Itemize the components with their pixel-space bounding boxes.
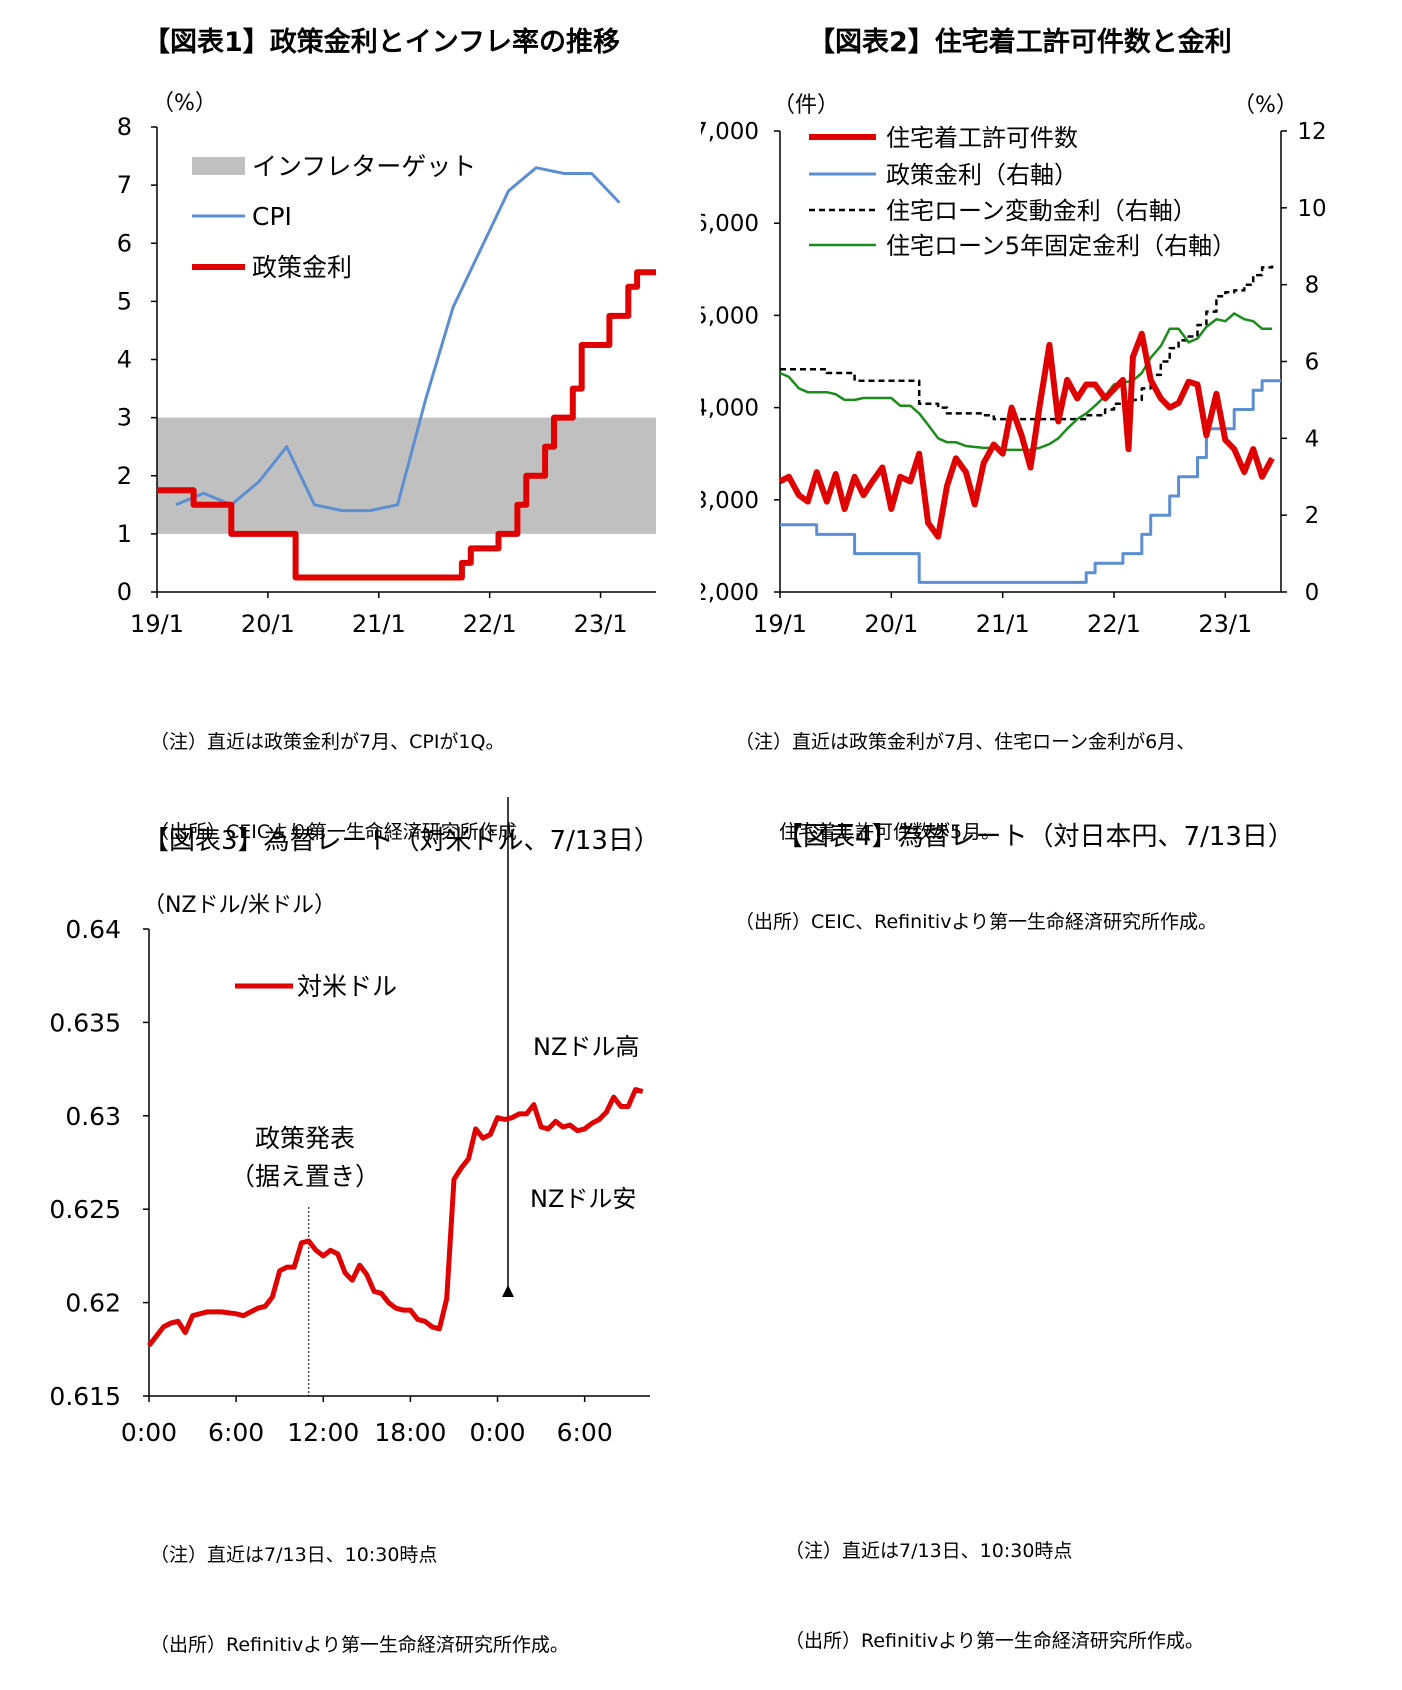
y-tick-label: 0.62	[65, 1289, 121, 1318]
y-tick-label: 4	[117, 346, 132, 374]
y-right-tick-label: 2	[1305, 503, 1320, 529]
series-line	[780, 379, 1281, 584]
legend-label: 政策金利	[252, 253, 352, 282]
chart4-note-line: （注）直近は7/13日、10:30時点	[785, 1540, 1073, 1562]
chart3-title: 【図表3】為替レート（対米ドル、7/13日）	[143, 826, 660, 856]
chart1-title: 【図表1】政策金利とインフレ率の推移	[143, 27, 620, 58]
y-unit-label: （NZドル/米ドル）	[143, 893, 336, 918]
chart1-source-line: （出所）CEICより第一生命経済研究所作成	[150, 821, 517, 843]
x-tick-label: 23/1	[1198, 610, 1252, 638]
chart1-policy-rate-inflation: 0 1 2 3 4 5 6 7 8 19/1 20/1 21/1 22/1 23/1 （%） インフレターゲッ…	[117, 91, 656, 638]
y-left-tick-label: 6,000	[701, 211, 759, 237]
y-tick-label: 0.615	[49, 1382, 121, 1411]
x-tick-label: 19/1	[130, 610, 184, 638]
y-tick-label: 5	[117, 287, 132, 315]
y-tick-label: 0.64	[65, 915, 121, 944]
y-tick-label: 2	[117, 462, 132, 490]
x-tick-label: 0:00	[121, 1418, 177, 1447]
y-right-tick-label: 8	[1305, 273, 1320, 299]
legend-label: インフレターゲット	[252, 152, 476, 181]
x-tick-label: 21/1	[976, 610, 1030, 638]
x-tick-label: 20/1	[241, 610, 295, 638]
y-right-tick-label: 10	[1297, 196, 1326, 222]
chart3-note-line: （注）直近は7/13日、10:30時点	[150, 1544, 438, 1566]
y-tick-label: 0	[117, 578, 132, 606]
x-tick-label: 6:00	[208, 1418, 264, 1447]
legend-label: 住宅ローン5年固定金利（右軸）	[886, 232, 1236, 260]
y-left-tick-label: 2,000	[701, 580, 759, 606]
event-label: 政策発表	[255, 1124, 355, 1153]
legend-label: 政策金利（右軸）	[886, 161, 1078, 189]
y-left-unit-label: （件）	[773, 93, 839, 118]
y-left-tick-label: 7,000	[701, 119, 759, 145]
x-tick-label: 18:00	[374, 1418, 446, 1447]
y-right-unit-label: （%）	[1233, 93, 1298, 118]
x-tick-label: 22/1	[463, 610, 517, 638]
x-tick-label: 19/1	[753, 610, 807, 638]
legend-label: 住宅ローン変動金利（右軸）	[886, 197, 1197, 225]
legend-swatch-band	[192, 157, 245, 175]
chart2-note-line1: （注）直近は政策金利が7月、住宅ローン金利が6月、	[735, 731, 1196, 753]
y-unit-label: （%）	[152, 91, 217, 116]
up-arrow-head	[502, 1285, 514, 1297]
nzd-up-label: NZドル高	[533, 1033, 639, 1061]
x-tick-label: 12:00	[287, 1418, 359, 1447]
x-tick-label: 6:00	[557, 1418, 613, 1447]
chart2-note-line2: 住宅着工許可件数が5月。	[735, 821, 1001, 843]
legend-label: 住宅着工許可件数	[886, 124, 1078, 152]
event-sublabel: （据え置き）	[230, 1162, 380, 1191]
series-line	[157, 269, 656, 581]
x-tick-label: 21/1	[352, 610, 406, 638]
chart2-note: （注）直近は政策金利が7月、住宅ローン金利が6月、 住宅着工許可件数が5月。 （…	[735, 667, 1217, 967]
chart4-source-line: （出所）Refinitivより第一生命経済研究所作成。	[785, 1630, 1204, 1652]
chart3-note: （注）直近は7/13日、10:30時点 （出所）Refinitivより第一生命経…	[150, 1480, 569, 1690]
y-left-tick-label: 3,000	[701, 488, 759, 514]
chart3-fx-usd: 0.615 0.62 0.625 0.63 0.635 0.64 0:00 6:00 12:00…	[49, 797, 650, 1447]
chart2-housing-permits-rates: 2,000 3,000 4,000 5,000 6,000 7,000 0 2 4 6 8 10 12 1…	[701, 93, 1327, 638]
y-tick-label: 0.625	[49, 1195, 121, 1224]
y-right-tick-label: 0	[1305, 580, 1320, 606]
x-tick-label: 22/1	[1087, 610, 1141, 638]
y-tick-label: 1	[117, 520, 132, 548]
chart1-note: （注）直近は政策金利が7月、CPIが1Q。 （出所）CEICより第一生命経済研究…	[150, 667, 517, 877]
series-line	[779, 312, 1273, 452]
legend-label: CPI	[252, 202, 292, 231]
chart2-title: 【図表2】住宅着工許可件数と金利	[808, 27, 1232, 58]
y-right-tick-label: 6	[1305, 350, 1320, 376]
legend-label: 対米ドル	[297, 972, 397, 1001]
chart1-note-line: （注）直近は政策金利が7月、CPIが1Q。	[150, 731, 505, 753]
nzd-down-label: NZドル安	[530, 1185, 636, 1213]
y-left-tick-label: 5,000	[701, 303, 759, 329]
y-tick-label: 7	[117, 171, 132, 199]
y-tick-label: 0.63	[65, 1102, 121, 1131]
y-tick-label: 3	[117, 404, 132, 432]
series-line	[780, 265, 1274, 421]
series-line	[778, 330, 1275, 540]
y-left-tick-label: 4,000	[701, 396, 759, 422]
x-tick-label: 0:00	[469, 1418, 525, 1447]
chart4-title: 【図表4】為替レート（対日本円、7/13日）	[777, 822, 1294, 852]
y-right-tick-label: 4	[1305, 426, 1320, 452]
y-right-tick-label: 12	[1297, 119, 1326, 145]
y-tick-label: 8	[117, 113, 132, 141]
chart4-fx-jpy	[701, 797, 1402, 1594]
chart4-note: （注）直近は7/13日、10:30時点 （出所）Refinitivより第一生命経…	[785, 1476, 1204, 1686]
series-line	[147, 1087, 644, 1348]
x-tick-label: 23/1	[574, 610, 628, 638]
x-tick-label: 20/1	[864, 610, 918, 638]
series-line	[175, 166, 621, 513]
chart2-source-line: （出所）CEIC、Refinitivより第一生命経済研究所作成。	[735, 911, 1218, 933]
y-tick-label: 6	[117, 229, 132, 257]
chart3-source-line: （出所）Refinitivより第一生命経済研究所作成。	[150, 1634, 569, 1656]
y-tick-label: 0.635	[49, 1008, 121, 1037]
